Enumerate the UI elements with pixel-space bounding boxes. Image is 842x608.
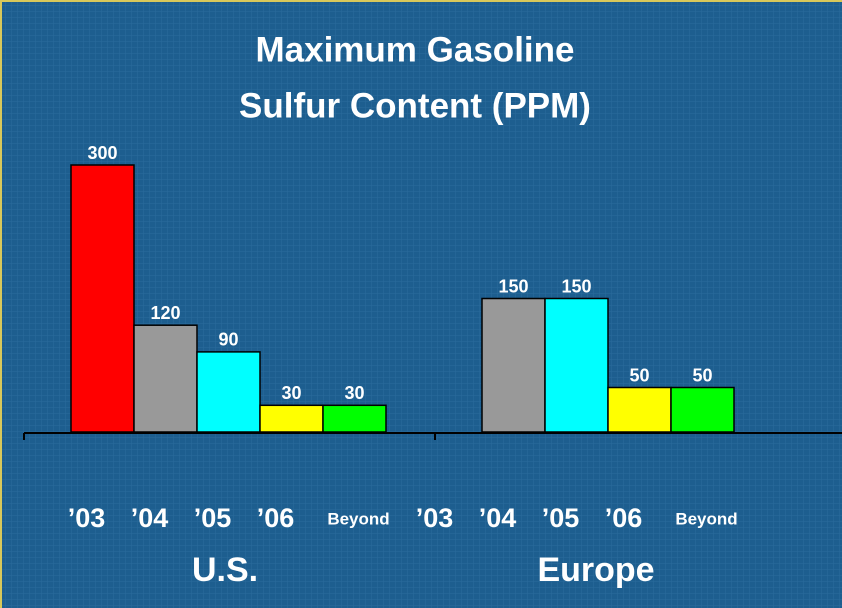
bar [322, 404, 387, 433]
x-tick-label: ’03 [416, 503, 454, 533]
chart-title: Sulfur Content (PPM) [239, 86, 591, 125]
bar [607, 386, 672, 433]
x-tick-label: ’05 [542, 503, 580, 533]
x-tick-label: Beyond [675, 509, 737, 528]
value-label: 50 [692, 365, 712, 385]
value-label: 30 [344, 383, 364, 403]
value-label: 30 [281, 383, 301, 403]
value-label: 150 [561, 276, 591, 296]
x-tick-label: ’04 [131, 503, 169, 533]
x-tick-label: ’03 [68, 503, 106, 533]
x-tick-label: Beyond [327, 509, 389, 528]
value-label: 120 [150, 303, 180, 323]
bar [481, 297, 546, 433]
bar [196, 351, 261, 433]
x-tick-label: ’06 [257, 503, 295, 533]
value-label: 300 [87, 143, 117, 163]
value-label: 50 [629, 365, 649, 385]
bar [70, 164, 135, 433]
value-label: 90 [218, 330, 238, 350]
bar [544, 297, 609, 433]
bar [259, 404, 324, 433]
bar [133, 324, 198, 433]
chart-title: Maximum Gasoline [256, 30, 575, 69]
x-tick-label: ’04 [479, 503, 517, 533]
x-tick-label: ’06 [605, 503, 643, 533]
group-label: Europe [537, 551, 654, 589]
group-label: U.S. [192, 551, 258, 589]
bar [670, 386, 735, 433]
value-label: 150 [498, 276, 528, 296]
x-tick-label: ’05 [194, 503, 232, 533]
